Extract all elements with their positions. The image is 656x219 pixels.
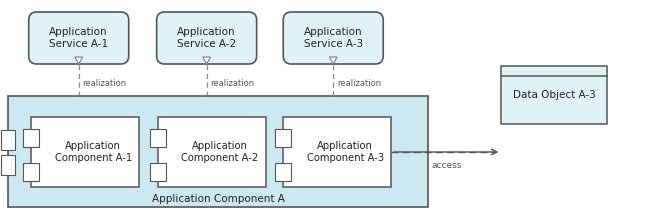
Bar xyxy=(1,155,15,175)
Text: access: access xyxy=(431,161,461,171)
Polygon shape xyxy=(75,57,83,64)
Text: Application
Service A-1: Application Service A-1 xyxy=(49,27,108,49)
Bar xyxy=(275,163,291,181)
Text: realization: realization xyxy=(337,79,381,88)
Text: Application
Component A-1: Application Component A-1 xyxy=(54,141,132,163)
Text: Application
Component A-2: Application Component A-2 xyxy=(181,141,258,163)
Text: realization: realization xyxy=(83,79,127,88)
Text: Application Component A: Application Component A xyxy=(152,194,285,204)
Bar xyxy=(275,129,291,147)
Text: Data Object A-3: Data Object A-3 xyxy=(513,90,596,100)
Bar xyxy=(158,117,266,187)
Text: Application
Component A-3: Application Component A-3 xyxy=(306,141,384,163)
FancyBboxPatch shape xyxy=(283,12,383,64)
Text: realization: realization xyxy=(211,79,255,88)
Bar xyxy=(150,163,166,181)
Bar xyxy=(1,130,15,150)
Bar xyxy=(150,129,166,147)
Bar xyxy=(501,66,607,124)
Bar xyxy=(23,129,39,147)
FancyBboxPatch shape xyxy=(157,12,256,64)
FancyBboxPatch shape xyxy=(29,12,129,64)
Text: Application
Service A-3: Application Service A-3 xyxy=(304,27,363,49)
Polygon shape xyxy=(329,57,337,64)
Bar xyxy=(23,163,39,181)
Bar xyxy=(31,117,139,187)
Bar xyxy=(283,117,391,187)
Text: Application
Service A-2: Application Service A-2 xyxy=(177,27,236,49)
Bar xyxy=(8,96,428,207)
Polygon shape xyxy=(203,57,211,64)
